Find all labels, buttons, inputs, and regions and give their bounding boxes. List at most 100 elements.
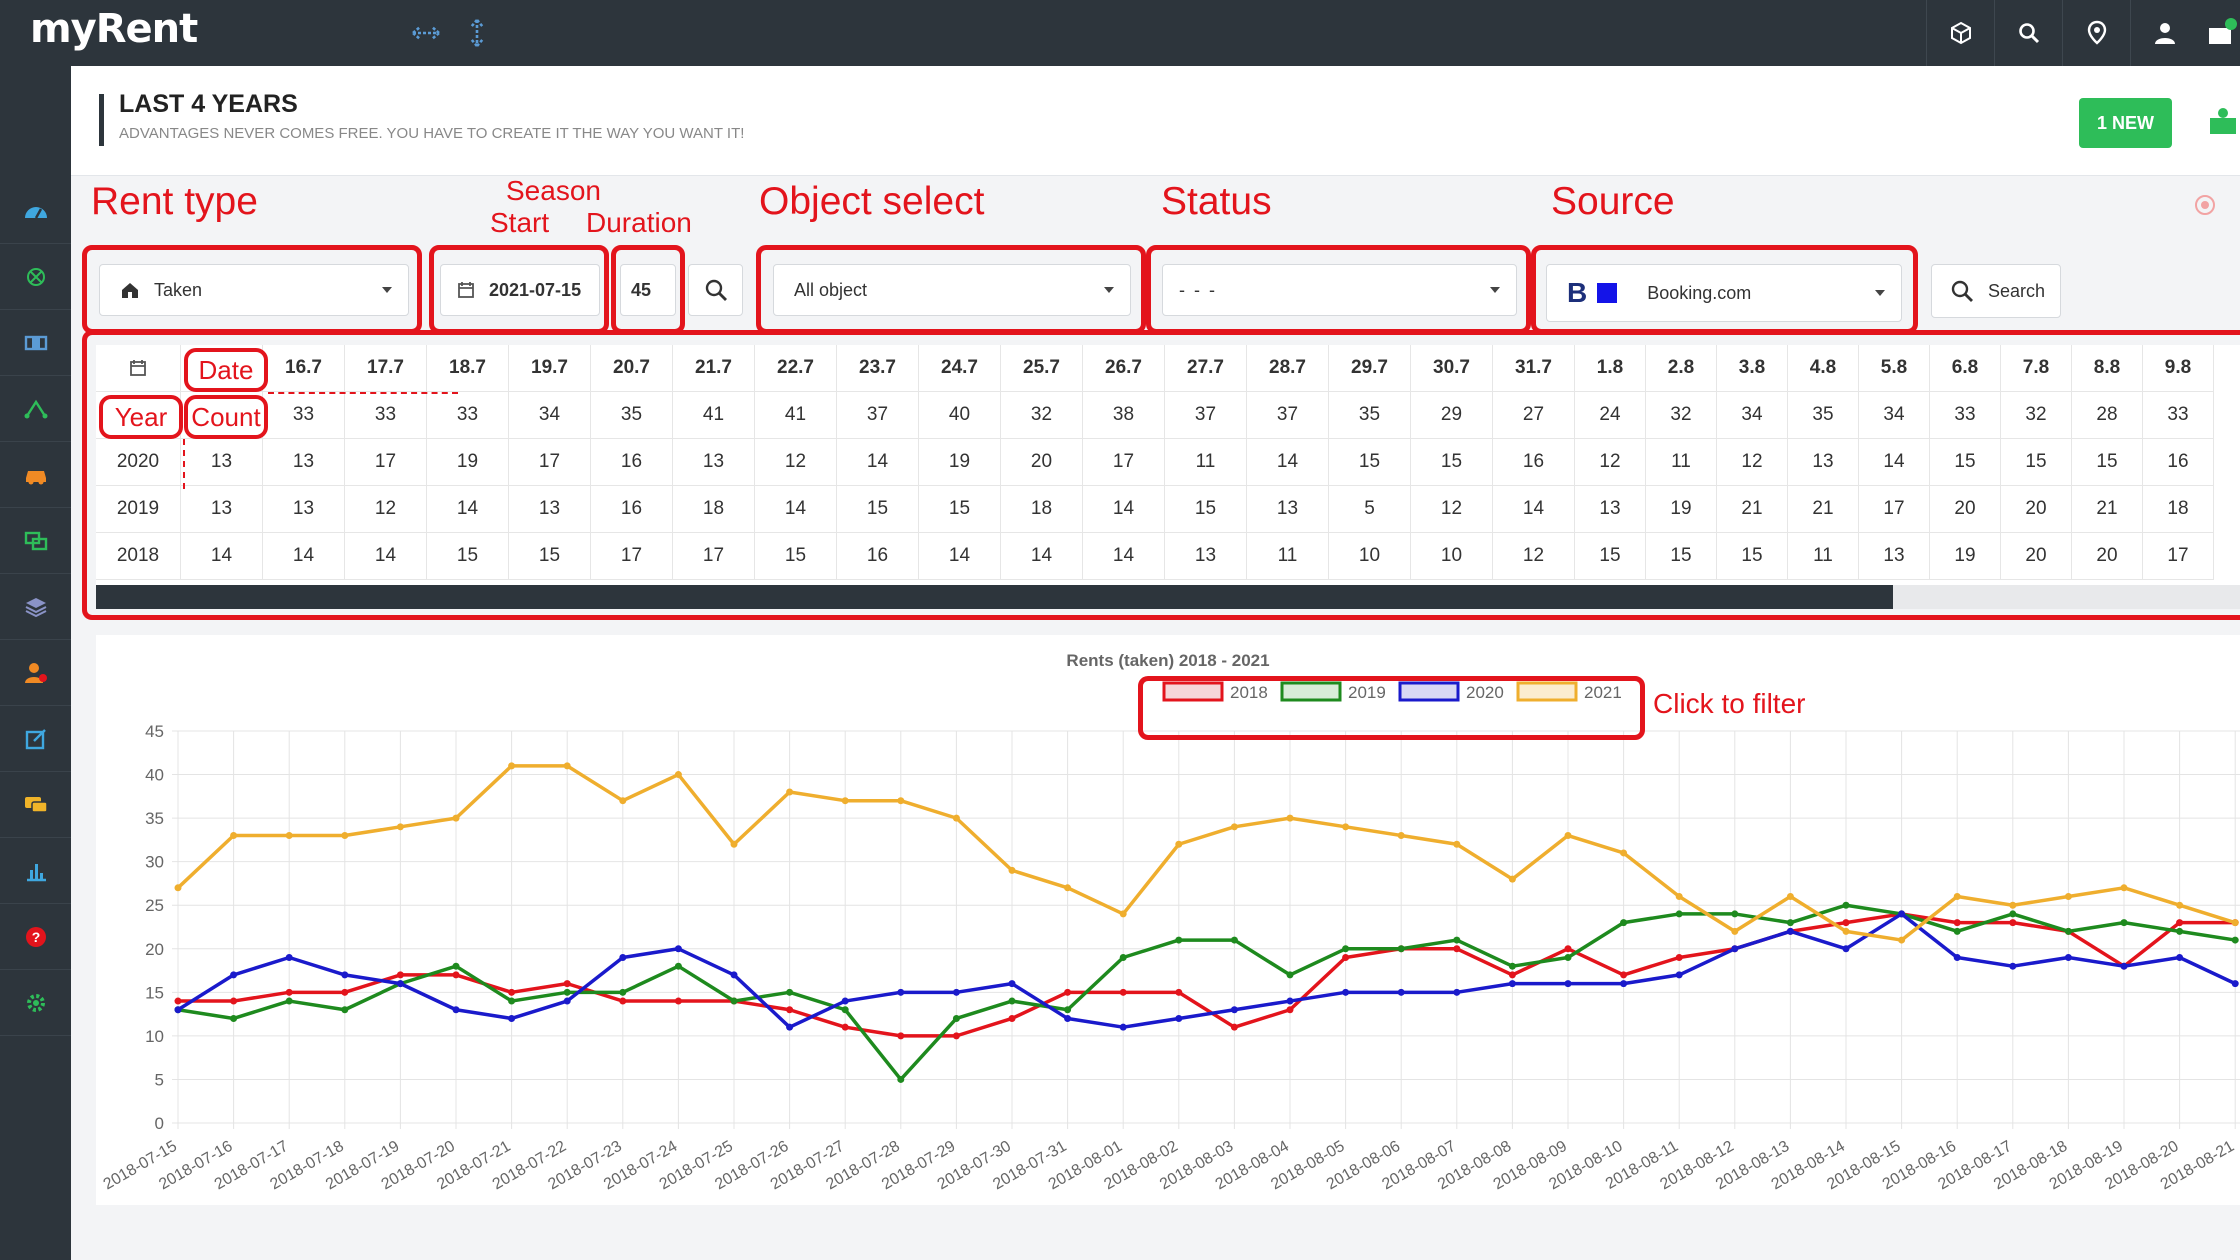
- sidebar-item-settings[interactable]: [0, 970, 71, 1036]
- calendar-icon: [458, 282, 474, 298]
- new-button[interactable]: 1 NEW: [2079, 98, 2172, 148]
- data-point-2018: [1564, 945, 1572, 953]
- app-logo[interactable]: myRent: [30, 6, 198, 52]
- table-cell: 10: [1411, 533, 1493, 580]
- legend-label-2019[interactable]: 2019: [1348, 683, 1386, 702]
- table-cell: 41: [755, 392, 837, 439]
- legend-label-2018[interactable]: 2018: [1230, 683, 1268, 702]
- expand-horizontal-icon[interactable]: [401, 0, 451, 66]
- date-column-header[interactable]: 24.7: [919, 345, 1001, 392]
- sidebar-item-reports[interactable]: [0, 838, 71, 904]
- date-column-header[interactable]: 16.7: [263, 345, 345, 392]
- cube-icon[interactable]: [1926, 0, 1994, 66]
- date-column-header[interactable]: 28.7: [1247, 345, 1329, 392]
- expand-vertical-icon[interactable]: [452, 0, 502, 66]
- table-cell: 19: [1646, 486, 1717, 533]
- date-column-header[interactable]: 20.7: [591, 345, 673, 392]
- legend-swatch-2021[interactable]: [1516, 681, 1578, 702]
- date-search-button[interactable]: [688, 264, 743, 316]
- data-point-2018: [841, 1023, 849, 1031]
- sidebar-item-analytics[interactable]: [0, 376, 71, 442]
- date-column-header[interactable]: 31.7: [1493, 345, 1575, 392]
- rent-type-select[interactable]: Taken: [99, 264, 409, 316]
- start-date-input[interactable]: 2021-07-15: [440, 264, 600, 316]
- date-column-header[interactable]: 23.7: [837, 345, 919, 392]
- y-tick-label: 5: [155, 1070, 164, 1089]
- data-point-2021: [1842, 927, 1850, 935]
- source-select[interactable]: B Booking.com: [1546, 264, 1902, 322]
- table-cell: 19: [919, 439, 1001, 486]
- date-column-header[interactable]: 18.7: [427, 345, 509, 392]
- date-column-header[interactable]: 4.8: [1788, 345, 1859, 392]
- date-column-header[interactable]: 27.7: [1165, 345, 1247, 392]
- close-circle-icon[interactable]: [2194, 194, 2216, 221]
- table-cell: 14: [1083, 533, 1165, 580]
- sidebar-item-rents[interactable]: [0, 310, 71, 376]
- search-icon[interactable]: [1994, 0, 2062, 66]
- date-column-header[interactable]: 1.8: [1575, 345, 1646, 392]
- date-column-header[interactable]: 7.8: [2001, 345, 2072, 392]
- sidebar-item-edit[interactable]: [0, 706, 71, 772]
- network-icon: [24, 399, 47, 418]
- search-button[interactable]: Search: [1931, 264, 2061, 318]
- data-point-2019: [2176, 927, 2184, 935]
- date-column-header[interactable]: 8.8: [2072, 345, 2143, 392]
- sidebar-item-dashboard[interactable]: [0, 178, 71, 244]
- dashboard-icon: [24, 206, 47, 219]
- table-cell: 27: [1493, 392, 1575, 439]
- date-column-header[interactable]: 6.8: [1930, 345, 2001, 392]
- duration-input[interactable]: 45: [620, 264, 676, 316]
- legend-swatch-2019[interactable]: [1280, 681, 1342, 702]
- table-cell: 16: [591, 486, 673, 533]
- status-select[interactable]: - - -: [1162, 264, 1517, 316]
- date-column-header[interactable]: 19.7: [509, 345, 591, 392]
- date-column-header[interactable]: 3.8: [1717, 345, 1788, 392]
- date-column-header[interactable]: 21.7: [673, 345, 755, 392]
- object-select[interactable]: All object: [773, 264, 1131, 316]
- date-column-header[interactable]: 25.7: [1001, 345, 1083, 392]
- data-point-2021: [1397, 832, 1405, 840]
- user-icon[interactable]: [2130, 0, 2198, 66]
- date-column-header[interactable]: 26.7: [1083, 345, 1165, 392]
- table-horizontal-scrollbar[interactable]: [96, 585, 2240, 609]
- sidebar-item-help[interactable]: ?: [0, 904, 71, 970]
- legend-label-2021[interactable]: 2021: [1584, 683, 1622, 702]
- date-column-header[interactable]: 2.8: [1646, 345, 1717, 392]
- sidebar-item-transfers[interactable]: [0, 508, 71, 574]
- data-point-2018: [1175, 988, 1183, 996]
- date-column-header[interactable]: 9.8: [2143, 345, 2214, 392]
- calendar-header-cell[interactable]: [96, 345, 181, 392]
- legend-swatch-2018[interactable]: [1162, 681, 1224, 702]
- status-value: - - -: [1179, 279, 1217, 300]
- date-column-header[interactable]: 30.7: [1411, 345, 1493, 392]
- sidebar-item-layers[interactable]: [0, 574, 71, 640]
- table-cell: 33: [2143, 392, 2214, 439]
- data-point-2018: [1953, 919, 1961, 927]
- data-point-2021: [1453, 840, 1461, 848]
- sidebar-item-users[interactable]: [0, 640, 71, 706]
- notification-icon[interactable]: [2198, 0, 2240, 66]
- data-point-2018: [952, 1032, 960, 1040]
- date-column-header[interactable]: 29.7: [1329, 345, 1411, 392]
- first-value-cell: 13: [181, 439, 263, 486]
- data-point-2018: [174, 997, 182, 1005]
- sidebar-item-messages[interactable]: [0, 772, 71, 838]
- data-point-2020: [341, 971, 349, 979]
- home-icon: [122, 283, 138, 298]
- scrollbar-thumb[interactable]: [96, 585, 1893, 609]
- data-point-2020: [1564, 980, 1572, 988]
- date-column-header[interactable]: 22.7: [755, 345, 837, 392]
- legend-label-2020[interactable]: 2020: [1466, 683, 1504, 702]
- sidebar-item-vehicles[interactable]: [0, 442, 71, 508]
- legend-swatch-2020[interactable]: [1398, 681, 1460, 702]
- location-icon[interactable]: [2062, 0, 2130, 66]
- gear-icon: [26, 993, 45, 1012]
- data-point-2020: [1508, 980, 1516, 988]
- help-book-icon[interactable]: [2206, 106, 2240, 141]
- table-cell: 19: [1930, 533, 2001, 580]
- sidebar-item-objects[interactable]: [0, 244, 71, 310]
- date-column-header[interactable]: 5.8: [1859, 345, 1930, 392]
- data-point-2021: [1564, 832, 1572, 840]
- date-column-header[interactable]: 17.7: [345, 345, 427, 392]
- table-cell: 13: [1788, 439, 1859, 486]
